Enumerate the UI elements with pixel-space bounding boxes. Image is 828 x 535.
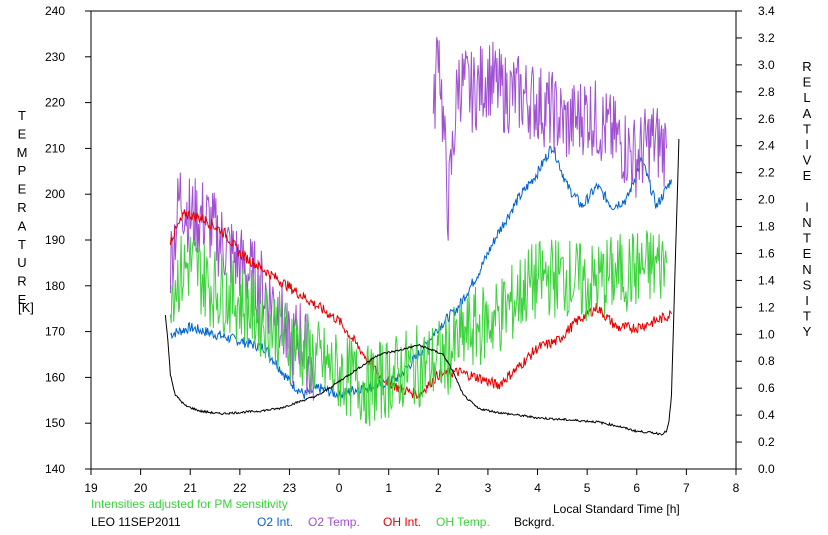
- legend-o2-int: O2 Int.: [257, 515, 293, 529]
- legend-o2-temp: O2 Temp.: [308, 515, 360, 529]
- left-axis-unit: [K]: [18, 300, 34, 315]
- tick-marks: [85, 10, 742, 475]
- legend-oh-int: OH Int.: [383, 515, 421, 529]
- y-right-tick-label: 2.8: [758, 85, 775, 99]
- series-line-oh-temp: [169, 230, 667, 427]
- y-left-tick-label: 140: [45, 462, 65, 476]
- series-layer: [164, 37, 680, 436]
- sensitivity-note: Intensities adjusted for PM sensitivity: [91, 497, 288, 511]
- x-tick-label: 22: [233, 481, 247, 495]
- left-axis-title-letter: R: [17, 200, 26, 215]
- left-axis-title-letter: M: [17, 145, 28, 160]
- left-axis-title-letter: R: [17, 274, 26, 289]
- left-axis-title-letter: T: [18, 108, 26, 123]
- y-left-tick-label: 160: [45, 370, 65, 384]
- y-left-tick-label: 190: [45, 233, 65, 247]
- x-tick-label: 21: [184, 481, 198, 495]
- left-axis-title-letter: P: [18, 163, 27, 178]
- right-axis-title-letter: E: [803, 246, 812, 261]
- right-axis-title-letter: Y: [803, 324, 812, 339]
- y-right-tick-label: 2.6: [758, 112, 775, 126]
- y-left-tick-label: 170: [45, 325, 65, 339]
- left-axis-title-letter: T: [18, 237, 26, 252]
- y-right-tick-label: 0.0: [758, 462, 775, 476]
- right-axis-title-letter: V: [803, 153, 812, 168]
- x-tick-label: 3: [485, 481, 492, 495]
- right-axis-title-letter: E: [803, 75, 812, 90]
- left-axis-title-letter: A: [18, 218, 27, 233]
- x-tick-label: 6: [633, 481, 640, 495]
- x-tick-label: 19: [84, 481, 98, 495]
- y-left-tick-label: 230: [45, 50, 65, 64]
- right-axis-title-letter: L: [803, 90, 810, 105]
- x-tick-label: 23: [283, 481, 297, 495]
- y-right-tick-label: 2.4: [758, 139, 775, 153]
- y-right-tick-label: 2.2: [758, 166, 775, 180]
- left-axis-title-letter: E: [18, 292, 27, 307]
- y-right-tick-label: 3.0: [758, 58, 775, 72]
- y-left-tick-label: 150: [45, 416, 65, 430]
- x-tick-label: 4: [534, 481, 541, 495]
- series-line-oh-int: [169, 209, 672, 400]
- y-right-tick-label: 3.2: [758, 31, 775, 45]
- right-axis-title-letter: R: [802, 59, 811, 74]
- right-axis-title-letter: T: [803, 231, 811, 246]
- right-axis-title-letter: A: [803, 106, 812, 121]
- y-left-tick-label: 220: [45, 96, 65, 110]
- left-axis-title-letter: E: [18, 182, 27, 197]
- legend-oh-temp: OH Temp.: [436, 515, 490, 529]
- y-left-tick-label: 200: [45, 187, 65, 201]
- right-axis-title-letter: E: [803, 168, 812, 183]
- right-axis-title-letter: S: [803, 277, 812, 292]
- left-axis-title-letter: E: [18, 126, 27, 141]
- y-right-tick-label: 1.6: [758, 246, 775, 260]
- y-left-tick-label: 240: [45, 4, 65, 18]
- right-axis-title-letter: I: [805, 293, 809, 308]
- x-tick-label: 20: [134, 481, 148, 495]
- right-axis-title-letter: I: [805, 199, 809, 214]
- y-right-tick-label: 1.2: [758, 300, 775, 314]
- station-date: LEO 11SEP2011: [91, 515, 181, 529]
- series-line-o2-temp: [432, 37, 667, 241]
- x-tick-label: 1: [385, 481, 392, 495]
- y-right-tick-label: 3.4: [758, 4, 775, 18]
- y-right-tick-label: 0.6: [758, 381, 775, 395]
- x-tick-label: 7: [683, 481, 690, 495]
- right-axis-title-letter: T: [803, 309, 811, 324]
- y-right-tick-label: 1.8: [758, 220, 775, 234]
- y-right-tick-label: 0.2: [758, 435, 775, 449]
- left-axis-title-letter: U: [17, 255, 26, 270]
- tick-labels: 19 20 21 22 23 0 1 2 3 4 5 6 7 8140150160170180190200…: [45, 4, 775, 495]
- x-tick-label: 5: [584, 481, 591, 495]
- y-left-tick-label: 210: [45, 141, 65, 155]
- right-axis-title-letter: N: [802, 215, 811, 230]
- y-right-tick-label: 2.0: [758, 193, 775, 207]
- x-axis-title: Local Standard Time [h]: [553, 502, 680, 516]
- series-line-bckgrd: [164, 138, 680, 436]
- x-tick-label: 0: [336, 481, 343, 495]
- right-axis-title-letter: N: [802, 262, 811, 277]
- x-tick-label: 2: [435, 481, 442, 495]
- y-left-tick-label: 180: [45, 279, 65, 293]
- x-tick-label: 8: [733, 481, 740, 495]
- y-right-tick-label: 0.8: [758, 354, 775, 368]
- y-right-tick-label: 1.0: [758, 327, 775, 341]
- legend-bckgrd: Bckgrd.: [514, 515, 555, 529]
- y-right-tick-label: 1.4: [758, 273, 775, 287]
- right-axis-title-letter: T: [803, 121, 811, 136]
- y-right-tick-label: 0.4: [758, 408, 775, 422]
- right-axis-title-letter: I: [805, 137, 809, 152]
